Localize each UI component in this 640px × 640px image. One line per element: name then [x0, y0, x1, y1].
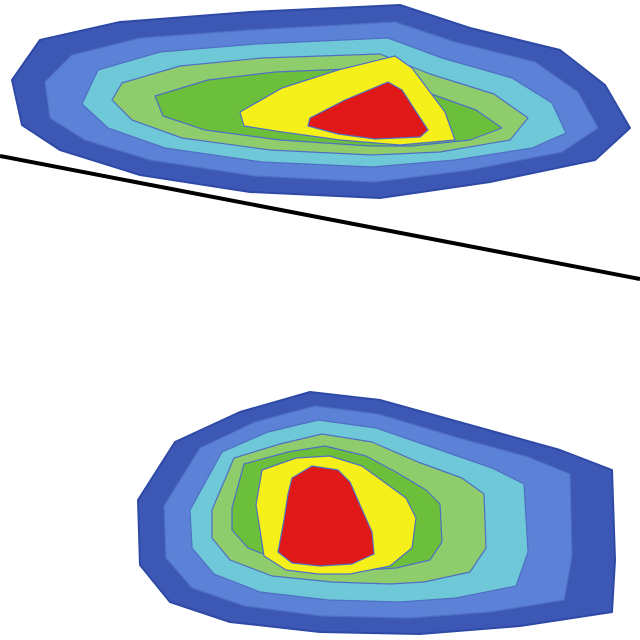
lower-contour-region: [137, 391, 616, 635]
upper-region-contour-band-7: [307, 81, 429, 140]
reference-line: [0, 154, 640, 281]
lower-region-contour-band-7: [277, 465, 375, 567]
upper-contour-region: [11, 4, 631, 199]
